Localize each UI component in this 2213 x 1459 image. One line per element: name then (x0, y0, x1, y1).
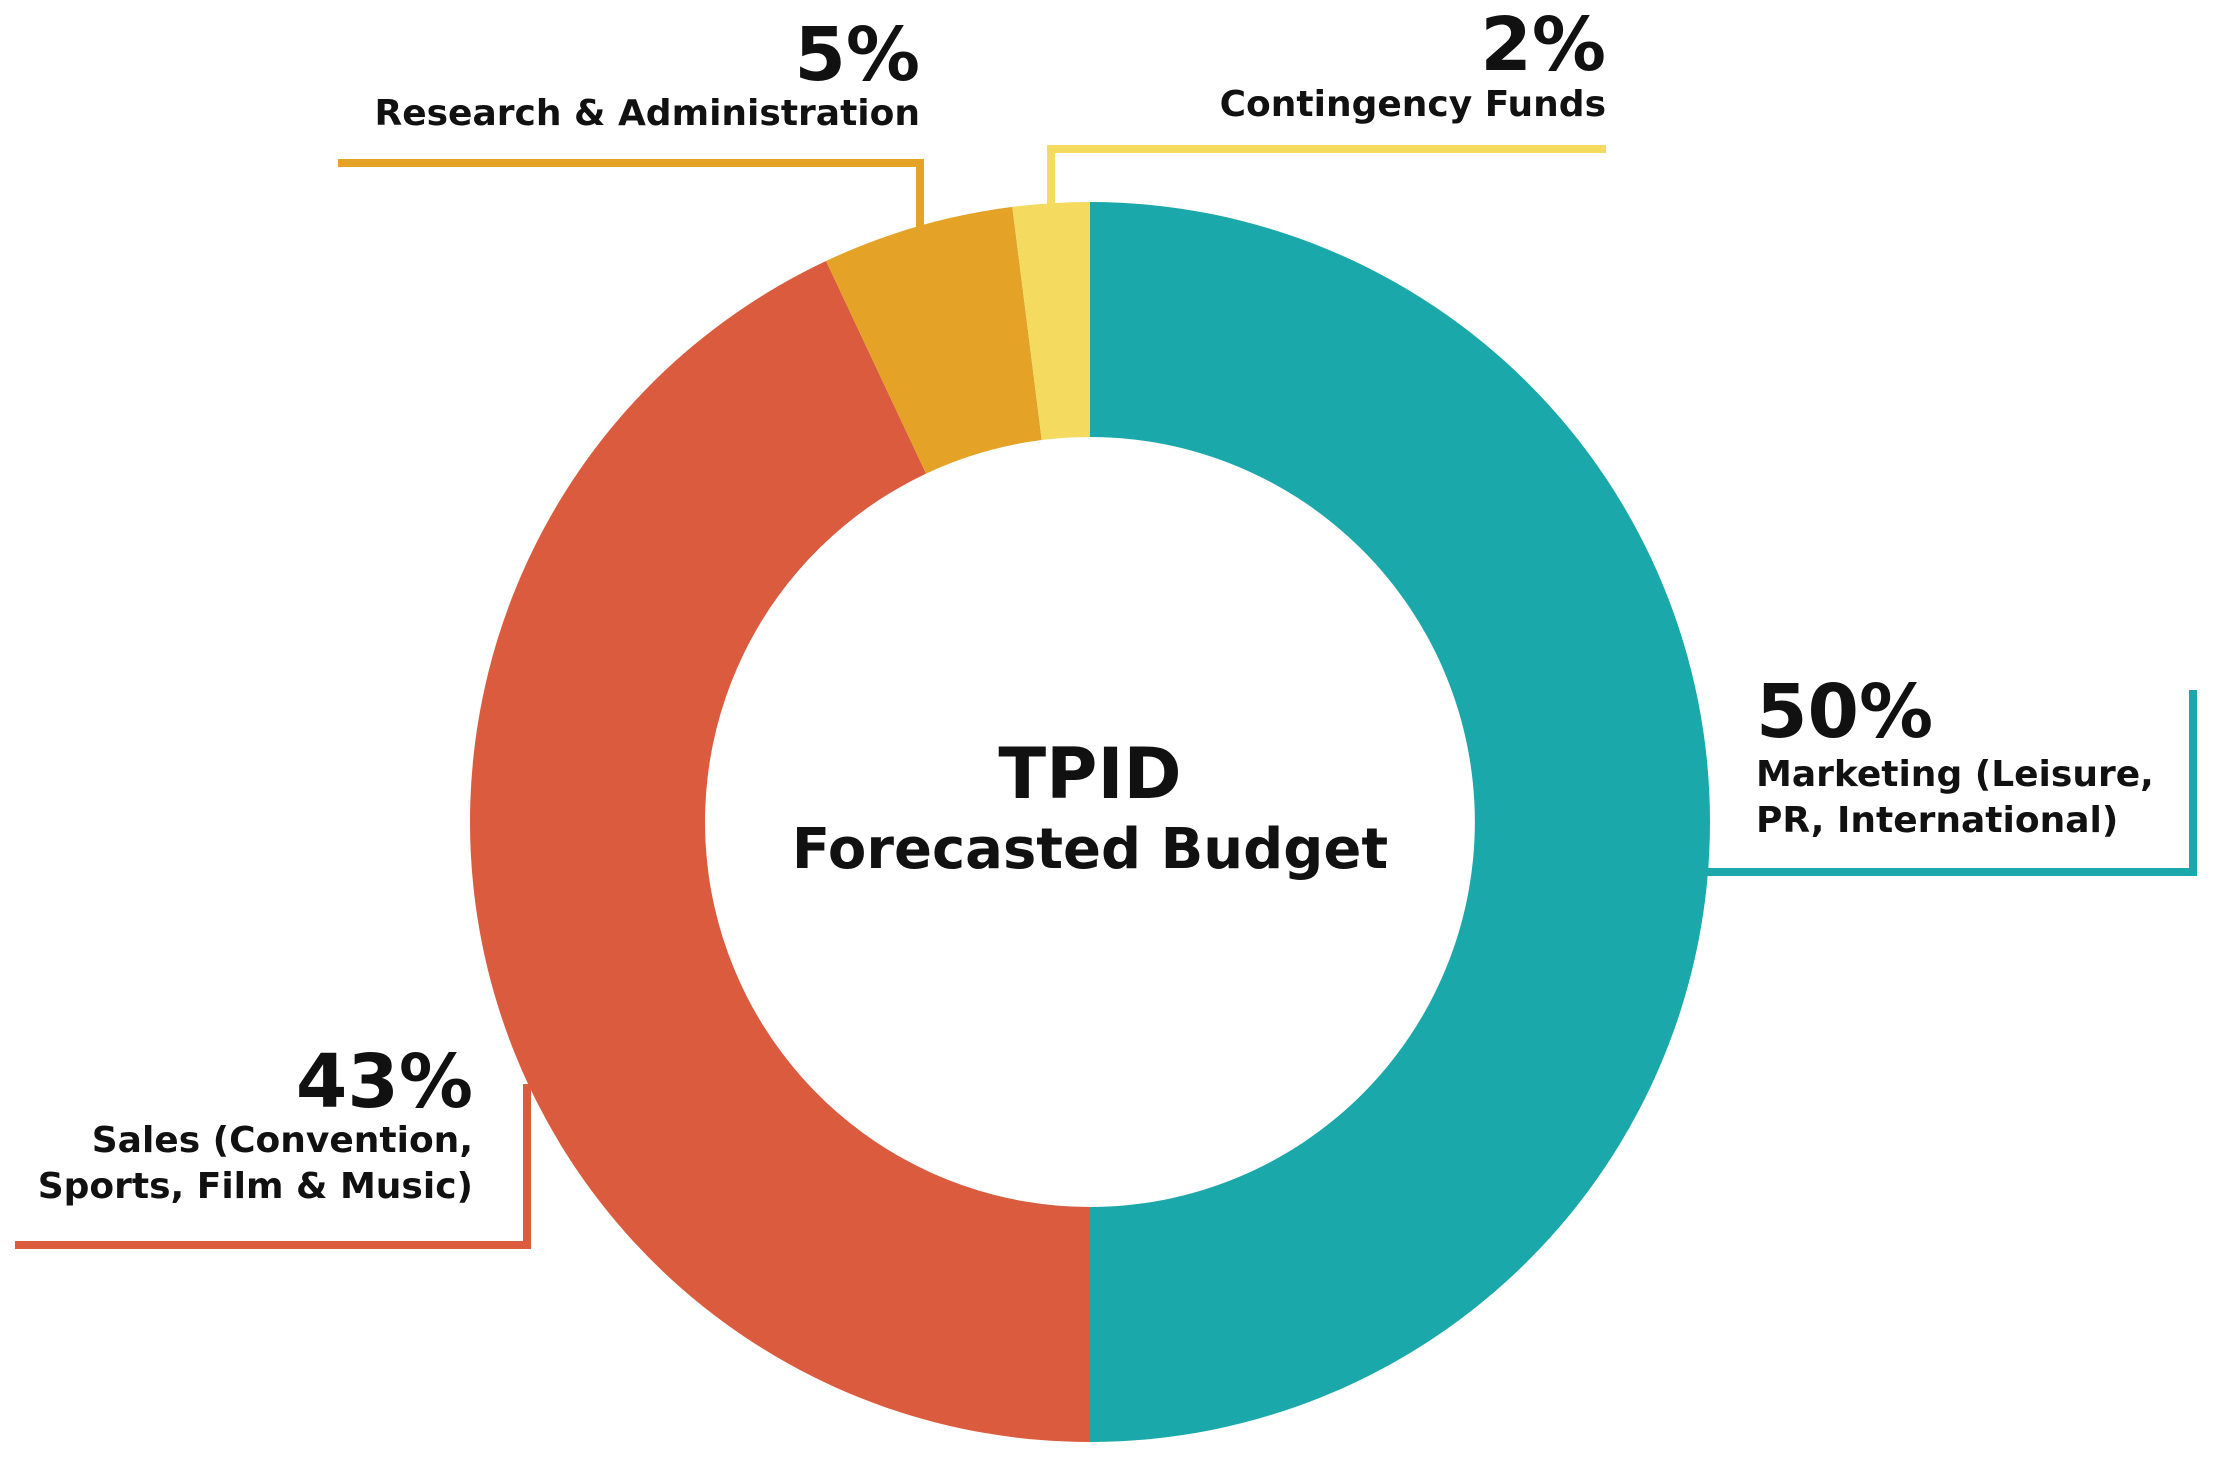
leader-line-sales (15, 1084, 531, 1249)
data-label-research-line-1: Research & Administration (374, 93, 920, 134)
chart-title: TPID (998, 733, 1181, 815)
data-label-marketing-line-2: PR, International) (1756, 800, 2118, 841)
slice-sales (470, 261, 1090, 1443)
chart-subtitle: Forecasted Budget (792, 817, 1388, 882)
data-label-marketing-percent: 50% (1756, 669, 1933, 755)
data-label-sales-line-2: Sports, Film & Music) (38, 1166, 473, 1207)
data-label-research-percent: 5% (794, 12, 920, 98)
data-label-marketing-line-1: Marketing (Leisure, (1756, 754, 2154, 795)
leader-line-marketing (1707, 690, 2197, 876)
slice-contingency (1012, 202, 1090, 441)
leader-line-research (338, 159, 924, 228)
data-label-contingency-line-1: Contingency Funds (1220, 84, 1606, 125)
slice-research (826, 206, 1042, 474)
leader-line-contingency (1047, 145, 1606, 210)
data-label-sales-line-1: Sales (Convention, (92, 1120, 473, 1161)
slice-marketing (1090, 202, 1710, 1442)
data-label-contingency-percent: 2% (1480, 2, 1606, 88)
data-label-sales-percent: 43% (296, 1039, 473, 1125)
